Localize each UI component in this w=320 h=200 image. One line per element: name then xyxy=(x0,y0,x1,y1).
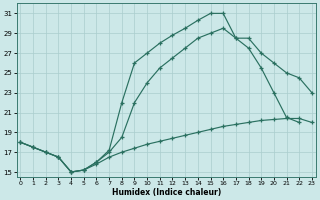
X-axis label: Humidex (Indice chaleur): Humidex (Indice chaleur) xyxy=(112,188,221,197)
